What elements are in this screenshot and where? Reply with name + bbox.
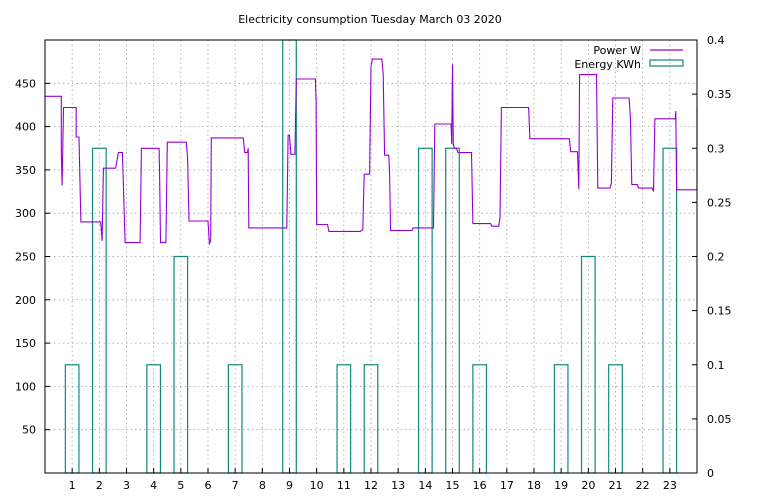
x-tick-label: 18 [527,479,541,492]
legend: Power W Energy KWh [574,44,684,71]
x-tick-label: 3 [123,479,130,492]
y-tick-label: 450 [15,77,36,90]
legend-swatch-energy [649,59,684,67]
x-tick-label: 19 [554,479,568,492]
x-tick-label: 2 [96,479,103,492]
x-tick-label: 22 [636,479,650,492]
x-tick-label: 5 [177,479,184,492]
grid [45,40,697,473]
y2-tick-label: 0.2 [707,251,725,264]
power-line-path [45,58,698,246]
y2-tick-label: 0.25 [707,196,732,209]
x-tick-label: 9 [286,479,293,492]
x-tick-label: 4 [150,479,157,492]
right-axis: 0 0.05 0.1 0.15 0.2 0.25 0.3 0.35 0.4 [692,34,732,480]
x-tick-label: 12 [364,479,378,492]
y-tick-label: 150 [15,337,36,350]
y-tick-label: 400 [15,121,36,134]
y-tick-label: 100 [15,380,36,393]
x-tick-label: 6 [205,479,212,492]
y2-tick-label: 0.3 [707,142,725,155]
y2-tick-label: 0.05 [707,413,732,426]
y-tick-label: 50 [22,424,36,437]
x-tick-label: 1 [69,479,76,492]
x-tick-label: 23 [663,479,677,492]
x-tick-label: 17 [500,479,514,492]
y2-tick-label: 0.1 [707,359,725,372]
x-tick-label: 20 [581,479,595,492]
x-tick-label: 10 [310,479,324,492]
y-tick-label: 200 [15,294,36,307]
x-tick-label: 16 [473,479,487,492]
x-tick-label: 13 [391,479,405,492]
y-tick-label: 250 [15,251,36,264]
y-tick-label: 300 [15,207,36,220]
chart-title: Electricity consumption Tuesday March 03… [238,13,502,26]
x-tick-label: 15 [446,479,460,492]
legend-label-energy: Energy KWh [574,58,641,71]
y2-tick-label: 0.15 [707,305,732,318]
x-axis: 1 2 3 4 5 6 7 8 9 10 11 12 13 14 15 16 17 18 19 20 21 22 23 [69,468,677,492]
left-axis: 50 100 150 200 250 300 350 400 450 [15,77,50,437]
y-tick-label: 350 [15,164,36,177]
x-tick-label: 7 [232,479,239,492]
x-tick-label: 21 [609,479,623,492]
y2-tick-label: 0 [707,467,714,480]
x-tick-label: 8 [259,479,266,492]
legend-label-power: Power W [593,44,641,57]
x-tick-label: 14 [418,479,432,492]
y2-tick-label: 0.4 [707,34,725,47]
power-series [45,58,698,246]
y2-tick-label: 0.35 [707,88,732,101]
x-tick-label: 11 [337,479,351,492]
